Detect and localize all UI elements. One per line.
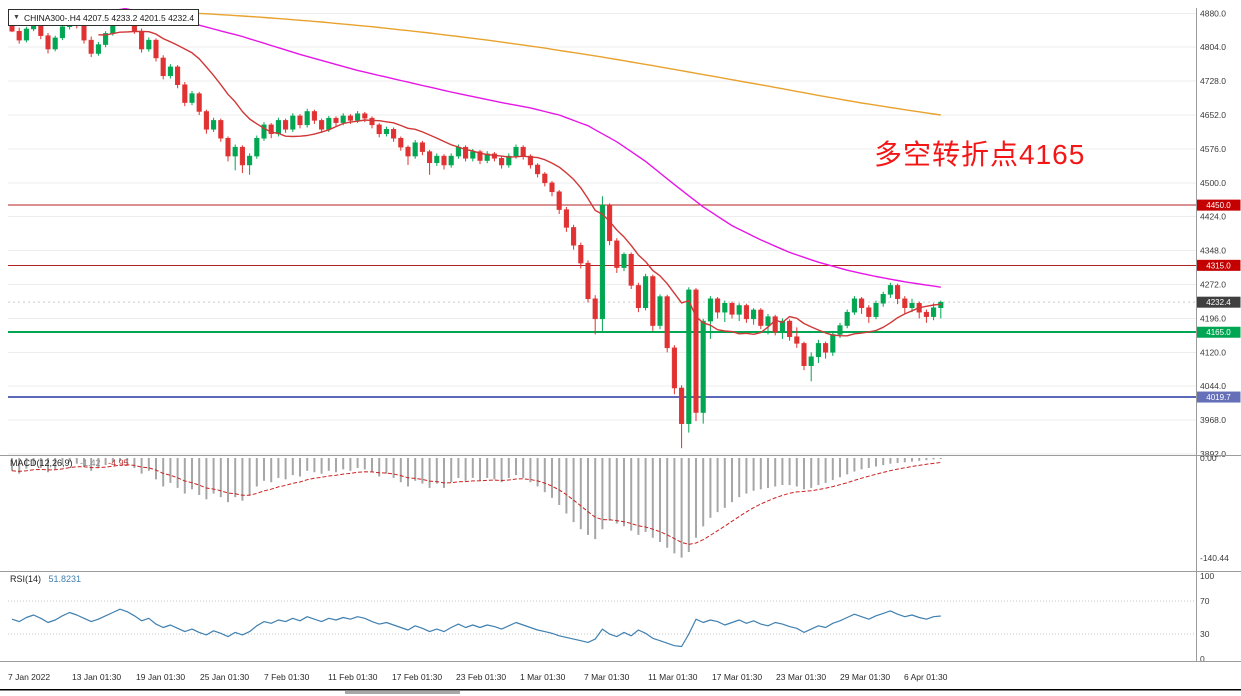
price-gridlines (8, 12, 1196, 455)
svg-text:30: 30 (1200, 629, 1210, 639)
svg-text:17 Feb 01:30: 17 Feb 01:30 (392, 672, 442, 682)
svg-text:25 Jan 01:30: 25 Jan 01:30 (200, 672, 249, 682)
symbol-ohlc-box[interactable]: ▼ CHINA300-.H4 4207.5 4233.2 4201.5 4232… (8, 9, 200, 26)
svg-text:0: 0 (1200, 654, 1205, 664)
svg-text:-140.44: -140.44 (1200, 553, 1229, 563)
horizontal-scrollbar-thumb[interactable] (345, 691, 460, 694)
svg-text:70: 70 (1200, 596, 1210, 606)
svg-text:4272.0: 4272.0 (1200, 280, 1226, 290)
svg-text:4165.0: 4165.0 (1206, 328, 1231, 337)
panel-dividers (0, 8, 1241, 691)
svg-text:11 Feb 01:30: 11 Feb 01:30 (328, 672, 378, 682)
svg-text:4450.0: 4450.0 (1206, 201, 1231, 210)
svg-text:4348.0: 4348.0 (1200, 246, 1226, 256)
svg-text:4652.0: 4652.0 (1200, 110, 1226, 120)
svg-text:4120.0: 4120.0 (1200, 347, 1226, 357)
svg-text:13 Jan 01:30: 13 Jan 01:30 (72, 672, 121, 682)
svg-text:7 Mar 01:30: 7 Mar 01:30 (584, 672, 630, 682)
macd-name: MACD(12,26,9) (10, 458, 73, 468)
svg-text:0.00: 0.00 (1200, 453, 1217, 463)
svg-text:4019.7: 4019.7 (1206, 393, 1231, 402)
svg-text:3892.0: 3892.0 (1200, 449, 1226, 459)
svg-text:11 Mar 01:30: 11 Mar 01:30 (648, 672, 698, 682)
svg-text:1 Mar 01:30: 1 Mar 01:30 (520, 672, 566, 682)
svg-text:23 Mar 01:30: 23 Mar 01:30 (776, 672, 826, 682)
svg-text:3968.0: 3968.0 (1200, 415, 1226, 425)
chart-annotation-text: 多空转折点4165 (874, 139, 1086, 170)
candles (9, 8, 944, 449)
svg-text:4232.4: 4232.4 (1206, 298, 1231, 307)
rsi-name: RSI(14) (10, 574, 42, 584)
svg-text:17 Mar 01:30: 17 Mar 01:30 (712, 672, 762, 682)
svg-text:4576.0: 4576.0 (1200, 144, 1226, 154)
chart-dropdown-arrow-icon[interactable]: ▼ (13, 14, 20, 21)
svg-text:4315.0: 4315.0 (1206, 261, 1231, 270)
svg-text:4196.0: 4196.0 (1200, 313, 1226, 323)
svg-text:4804.0: 4804.0 (1200, 42, 1226, 52)
price-axis-labels: 4880.0 4804.0 4728.0 4652.0 4576.0 4500.0 4424… (1200, 8, 1226, 459)
svg-text:7 Jan 2022: 7 Jan 2022 (8, 672, 50, 682)
symbol-ohlc-text: CHINA300-.H4 4207.5 4233.2 4201.5 4232.4 (23, 12, 195, 23)
svg-text:4500.0: 4500.0 (1200, 178, 1226, 188)
svg-text:7 Feb 01:30: 7 Feb 01:30 (264, 672, 310, 682)
rsi-value: 51.8231 (48, 574, 82, 584)
svg-text:4728.0: 4728.0 (1200, 76, 1226, 86)
rsi-indicator-label: RSI(14) 51.8231 (10, 574, 81, 584)
svg-text:23 Feb 01:30: 23 Feb 01:30 (456, 672, 506, 682)
macd-main-value: -1.42 (80, 458, 101, 468)
time-axis-labels: 7 Jan 2022 13 Jan 01:30 19 Jan 01:30 25 Jan… (8, 672, 948, 682)
svg-text:100: 100 (1200, 571, 1214, 581)
macd-signal-value: -4.95 (108, 458, 129, 468)
svg-text:6 Apr 01:30: 6 Apr 01:30 (904, 672, 948, 682)
moving-averages (98, 8, 941, 337)
rsi-panel: 100 70 30 0 (8, 571, 1214, 664)
svg-text:4424.0: 4424.0 (1200, 212, 1226, 222)
price-tags: 4450.0 4315.0 4165.0 4019.7 4232.4 (1196, 199, 1241, 403)
svg-text:4044.0: 4044.0 (1200, 381, 1226, 391)
svg-text:29 Mar 01:30: 29 Mar 01:30 (840, 672, 890, 682)
svg-text:4880.0: 4880.0 (1200, 8, 1226, 18)
svg-text:19 Jan 01:30: 19 Jan 01:30 (136, 672, 185, 682)
macd-panel: 0.00 -140.44 (11, 453, 1229, 563)
macd-indicator-label: MACD(12,26,9) -1.42 -4.95 (10, 458, 129, 468)
